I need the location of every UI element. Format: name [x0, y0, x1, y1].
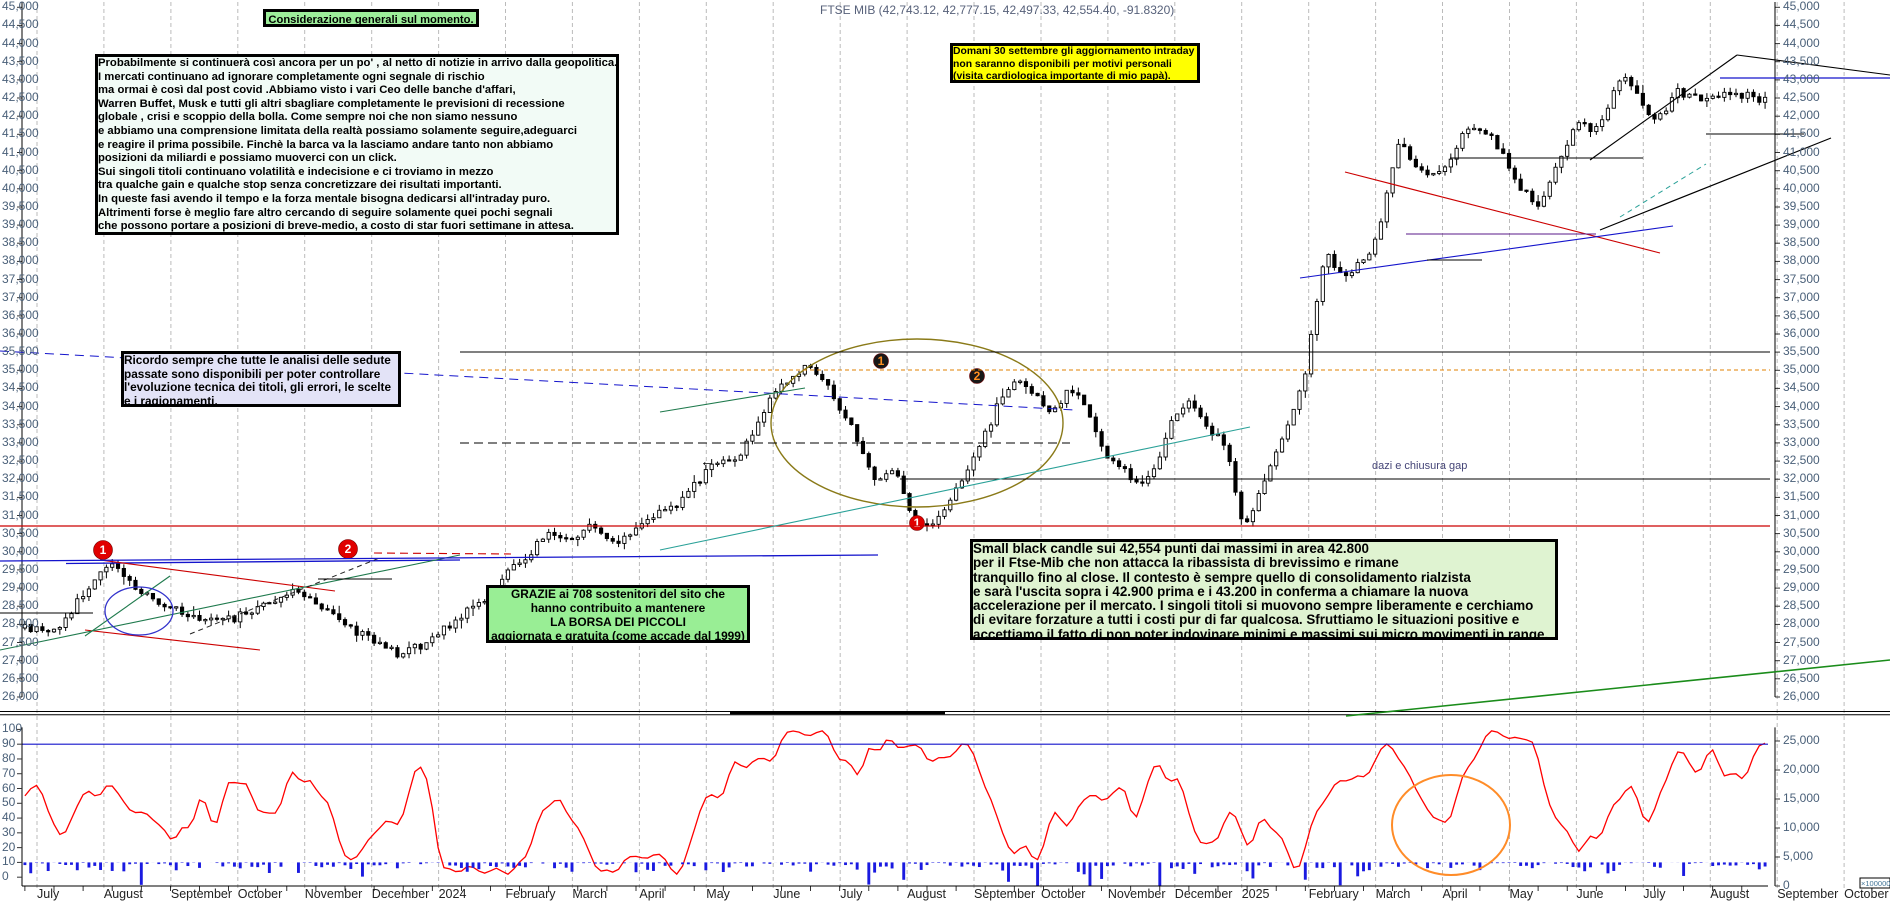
svg-text:1: 1	[100, 543, 107, 557]
svg-text:←: ←	[700, 453, 715, 470]
svg-text:dazi e chiusura gap: dazi e chiusura gap	[1372, 460, 1467, 472]
svg-text:1: 1	[878, 354, 885, 368]
svg-text:1: 1	[914, 516, 921, 530]
svg-text:2: 2	[345, 542, 352, 556]
svg-text:2: 2	[974, 369, 981, 383]
